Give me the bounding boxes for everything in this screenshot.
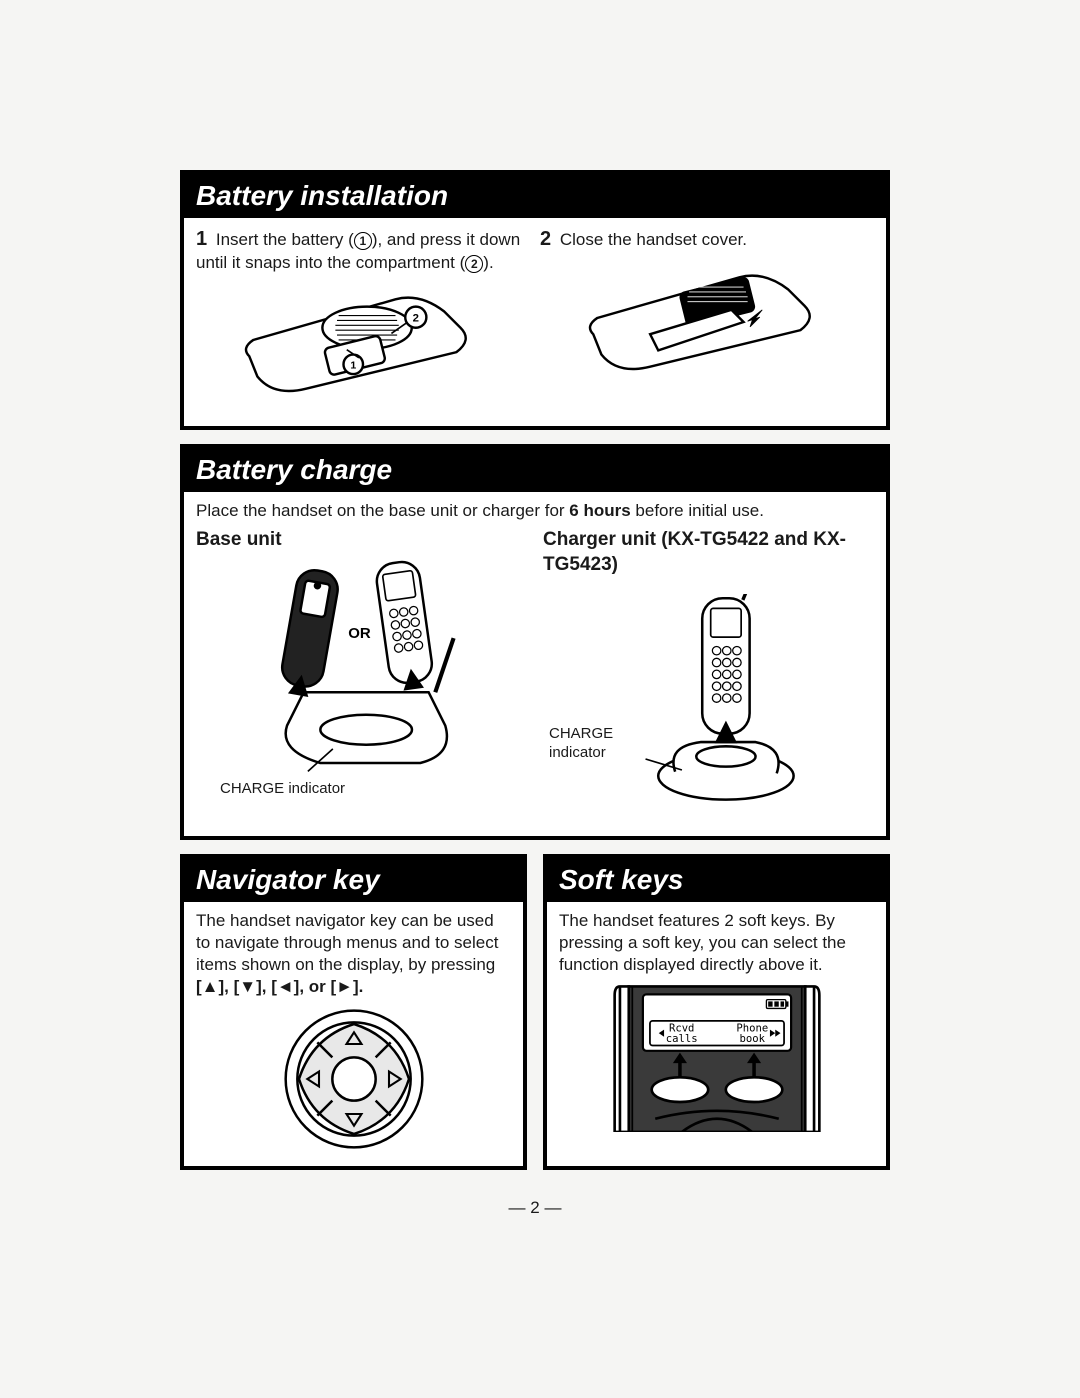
manual-page: Battery installation 1 Insert the batter… — [180, 170, 890, 1170]
circled-1-icon: 1 — [354, 232, 372, 250]
softkeys-text: The handset features 2 soft keys. By pre… — [559, 910, 874, 976]
text-part: Insert the battery ( — [216, 230, 354, 249]
text-part: CHARGE — [549, 724, 613, 744]
text-part: The handset navigator key can be used to… — [196, 911, 498, 974]
text-part: ). — [483, 253, 493, 272]
charger-unit-col: Charger unit (KX-TG5422 and KX-TG5423) — [543, 522, 874, 823]
lcd-left-b: calls — [665, 1033, 697, 1045]
charge-indicator-label-2: CHARGE indicator — [549, 724, 613, 763]
section-body: 1 Insert the battery (1), and press it d… — [184, 218, 886, 426]
section-title: Battery charge — [184, 448, 886, 492]
text-bold: 6 hours — [569, 501, 630, 520]
section-battery-installation: Battery installation 1 Insert the batter… — [180, 170, 890, 430]
handset-battery-illustration: 2 1 — [196, 274, 530, 414]
handset-open-icon: 2 1 — [233, 279, 493, 409]
charge-intro: Place the handset on the base unit or ch… — [196, 500, 874, 522]
text-part: Close the handset cover. — [560, 230, 747, 249]
step-1: 1 Insert the battery (1), and press it d… — [196, 226, 530, 414]
navigator-text: The handset navigator key can be used to… — [196, 910, 511, 998]
section-title: Soft keys — [547, 858, 886, 902]
section-soft-keys: Soft keys The handset features 2 soft ke… — [543, 854, 890, 1170]
svg-text:1: 1 — [350, 359, 356, 371]
text-part: before initial use. — [631, 501, 764, 520]
navigator-key-illustration — [196, 1004, 511, 1154]
text-part: indicator — [549, 743, 613, 763]
navigator-keys: [▲], [▼], [◄], or [►]. — [196, 977, 363, 996]
section-navigator-key: Navigator key The handset navigator key … — [180, 854, 527, 1170]
base-unit-col: Base unit — [196, 522, 527, 823]
step-number: 1 — [196, 228, 207, 250]
handset-top-icon: Rcvd calls Phone book — [587, 982, 847, 1132]
base-unit-heading: Base unit — [196, 528, 527, 553]
circled-2-icon: 2 — [465, 255, 483, 273]
text-part: Place the handset on the base unit or ch… — [196, 501, 569, 520]
step-2: 2 Close the handset cover. — [540, 226, 874, 414]
softkeys-illustration: Rcvd calls Phone book — [559, 982, 874, 1132]
lcd-right-b: book — [739, 1033, 765, 1045]
nav-softkey-row: Navigator key The handset navigator key … — [180, 854, 890, 1170]
section-title: Battery installation — [184, 174, 886, 218]
charge-columns: Base unit — [196, 522, 874, 823]
step-row: 1 Insert the battery (1), and press it d… — [196, 226, 874, 414]
section-battery-charge: Battery charge Place the handset on the … — [180, 444, 890, 839]
handset-close-cover-illustration — [540, 252, 874, 392]
step-number: 2 — [540, 228, 551, 250]
charger-unit-heading: Charger unit (KX-TG5422 and KX-TG5423) — [543, 528, 874, 577]
navigator-dpad-icon — [279, 1004, 429, 1154]
charger-unit-illustration: CHARGE indicator — [543, 584, 874, 824]
page-number: — 2 — — [509, 1198, 562, 1218]
base-unit-illustration: OR CHARGE indicator — [196, 559, 527, 799]
section-title: Navigator key — [184, 858, 523, 902]
step-1-text: 1 Insert the battery (1), and press it d… — [196, 226, 530, 274]
or-label: OR — [348, 625, 371, 642]
section-body: The handset features 2 soft keys. By pre… — [547, 902, 886, 1144]
section-body: The handset navigator key can be used to… — [184, 902, 523, 1166]
charger-unit-icon — [569, 594, 849, 814]
charge-indicator-label: CHARGE indicator — [220, 779, 345, 799]
section-body: Place the handset on the base unit or ch… — [184, 492, 886, 835]
step-2-text: 2 Close the handset cover. — [540, 226, 874, 252]
svg-text:2: 2 — [413, 312, 419, 324]
base-unit-icon: OR — [222, 559, 502, 776]
handset-cover-icon — [577, 257, 837, 387]
